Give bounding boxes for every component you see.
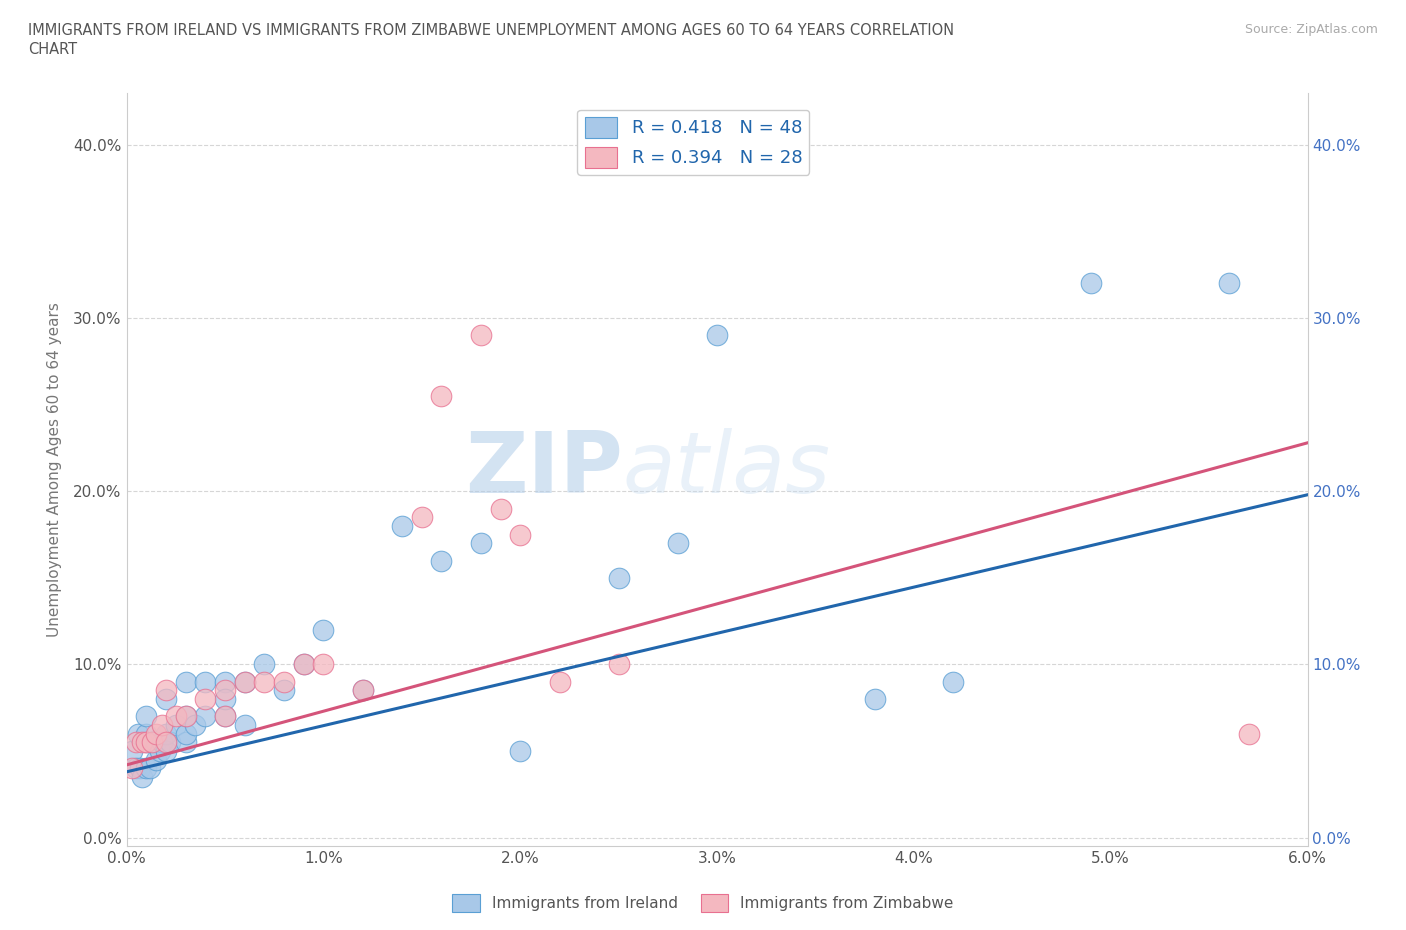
Point [121,744,143,759]
Point [607,657,630,671]
Point [312,657,335,671]
Point [125,761,148,776]
Point [214,692,236,707]
Point [292,657,315,671]
Point [159,735,181,750]
Point [194,692,217,707]
Point [135,709,157,724]
Point [292,657,315,671]
Point [135,726,157,741]
Point [194,674,217,689]
Point [174,709,197,724]
Point [233,674,256,689]
Point [489,501,512,516]
Point [155,726,177,741]
Point [165,709,187,724]
Point [607,570,630,585]
Point [141,735,163,750]
Point [391,519,413,534]
Legend: R = 0.418   N = 48, R = 0.394   N = 28: R = 0.418 N = 48, R = 0.394 N = 28 [578,110,810,175]
Text: Source: ZipAtlas.com: Source: ZipAtlas.com [1244,23,1378,36]
Point [233,718,256,733]
Point [125,735,148,750]
Point [352,683,374,698]
Point [411,510,433,525]
Point [174,726,197,741]
Point [1080,276,1102,291]
Point [273,674,295,689]
Point [174,674,197,689]
Point [942,674,965,689]
Point [666,536,689,551]
Point [145,735,167,750]
Text: IMMIGRANTS FROM IRELAND VS IMMIGRANTS FROM ZIMBABWE UNEMPLOYMENT AMONG AGES 60 T: IMMIGRANTS FROM IRELAND VS IMMIGRANTS FR… [28,23,955,38]
Point [312,622,335,637]
Point [1218,276,1240,291]
Point [194,709,217,724]
Point [253,674,276,689]
Point [155,683,177,698]
Point [165,718,187,733]
Point [174,709,197,724]
Point [135,735,157,750]
Point [548,674,571,689]
Point [150,735,173,750]
Point [149,744,172,759]
Point [145,752,167,767]
Point [141,735,163,750]
Point [214,683,236,698]
Point [509,527,531,542]
Point [131,770,153,785]
Text: atlas: atlas [623,428,831,512]
Point [184,718,207,733]
Point [155,735,177,750]
Legend: Immigrants from Ireland, Immigrants from Zimbabwe: Immigrants from Ireland, Immigrants from… [446,888,960,918]
Point [135,761,157,776]
Text: ZIP: ZIP [465,428,623,512]
Point [135,735,157,750]
Point [214,709,236,724]
Point [509,744,531,759]
Point [174,735,197,750]
Y-axis label: Unemployment Among Ages 60 to 64 years: Unemployment Among Ages 60 to 64 years [46,302,62,637]
Point [233,674,256,689]
Point [1237,726,1260,741]
Point [121,761,143,776]
Point [145,726,167,741]
Point [863,692,886,707]
Point [470,328,492,343]
Point [253,657,276,671]
Point [139,761,162,776]
Point [155,692,177,707]
Point [352,683,374,698]
Point [131,735,153,750]
Point [273,683,295,698]
Point [706,328,728,343]
Text: CHART: CHART [28,42,77,57]
Point [150,718,173,733]
Point [470,536,492,551]
Point [430,553,453,568]
Point [127,726,149,741]
Point [214,709,236,724]
Point [430,389,453,404]
Point [155,744,177,759]
Point [129,761,152,776]
Point [214,674,236,689]
